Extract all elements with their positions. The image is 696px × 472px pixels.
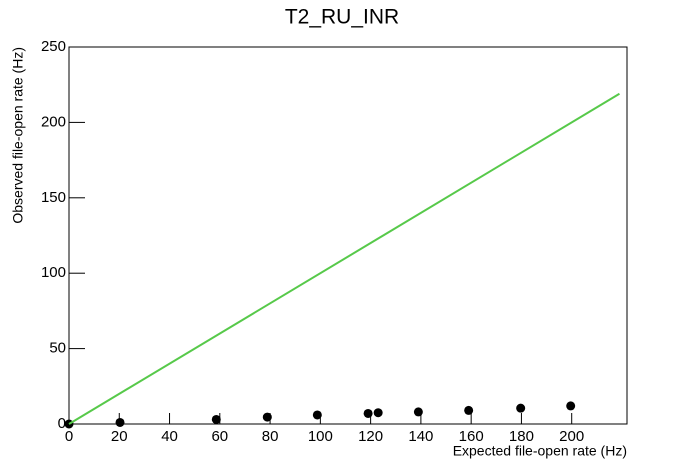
- y-tick-label: 200: [41, 113, 66, 130]
- x-tick-label: 0: [65, 428, 73, 445]
- point: [262, 412, 272, 422]
- x-tick-label: 20: [111, 428, 128, 445]
- y-axis-label: Observed file-open rate (Hz): [10, 47, 26, 224]
- line: [68, 92, 620, 425]
- plot-frame: [68, 46, 628, 425]
- point: [373, 408, 383, 418]
- x-tick-label: 140: [408, 428, 433, 445]
- x-tick-label: 120: [358, 428, 383, 445]
- y-tick-label: 0: [58, 415, 66, 432]
- x-tick-label: 60: [211, 428, 228, 445]
- point: [516, 403, 526, 413]
- chart-title: T2_RU_INR: [285, 6, 399, 29]
- x-tick-label: 160: [459, 428, 484, 445]
- point: [413, 407, 423, 417]
- y-tick-label: 150: [41, 189, 66, 206]
- x-axis-label: Expected file-open rate (Hz): [453, 443, 627, 459]
- point: [211, 414, 221, 424]
- x-tick-label: 80: [262, 428, 279, 445]
- y-tick-label: 250: [41, 38, 66, 55]
- x-tick-label: 200: [559, 428, 584, 445]
- point: [115, 417, 125, 427]
- point: [312, 410, 322, 420]
- y-tick-label: 50: [49, 340, 66, 357]
- x-tick-label: 40: [161, 428, 178, 445]
- point: [566, 401, 576, 411]
- x-tick-label: 180: [509, 428, 534, 445]
- y-tick-label: 100: [41, 264, 66, 281]
- point: [464, 405, 474, 415]
- x-tick-label: 100: [308, 428, 333, 445]
- point: [363, 408, 373, 418]
